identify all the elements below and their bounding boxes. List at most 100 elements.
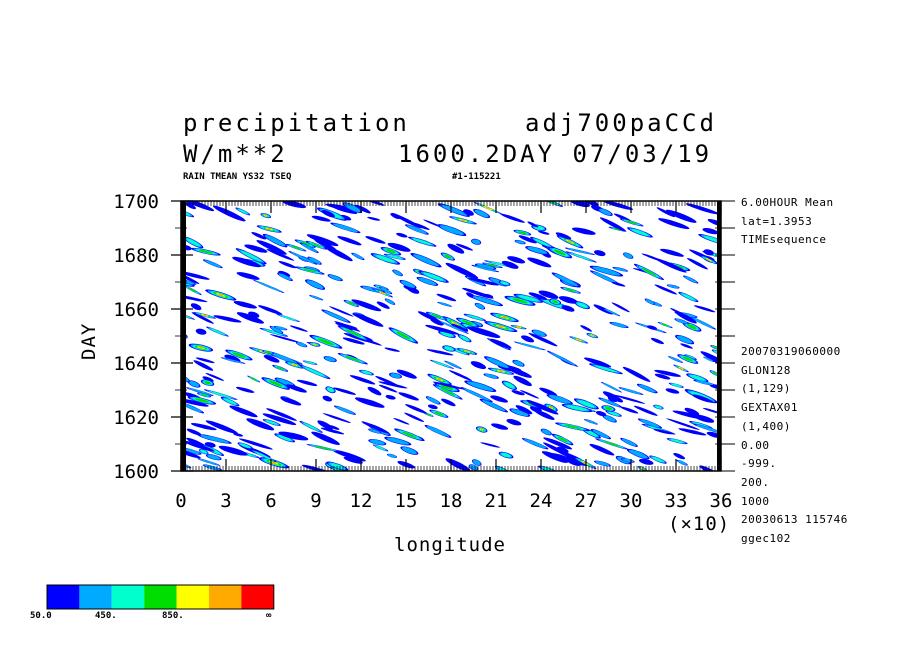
precip-streak bbox=[464, 380, 497, 392]
precip-contour bbox=[313, 343, 316, 346]
precip-streak bbox=[685, 203, 720, 215]
precip-contour bbox=[658, 218, 690, 230]
precip-streak bbox=[569, 336, 589, 344]
colorbar-label: 50.0 bbox=[30, 611, 52, 621]
precip-contour bbox=[353, 313, 384, 327]
precip-streak bbox=[426, 349, 454, 356]
precip-contour bbox=[398, 392, 419, 401]
precip-contour bbox=[308, 257, 321, 265]
precip-streak bbox=[475, 426, 488, 433]
precip-contour bbox=[595, 461, 610, 466]
precip-contour bbox=[282, 201, 307, 209]
precip-streak bbox=[479, 398, 509, 413]
precip-streak bbox=[561, 403, 593, 413]
precip-contour bbox=[653, 428, 673, 435]
precip-streak bbox=[513, 341, 546, 351]
precip-streak bbox=[584, 357, 612, 368]
precip-streak bbox=[445, 458, 471, 471]
precip-streak bbox=[286, 384, 307, 393]
side-info-line: 20070319060000 bbox=[741, 345, 841, 358]
precip-streak bbox=[623, 252, 634, 259]
precip-contour bbox=[517, 326, 520, 329]
precip-streak bbox=[332, 449, 366, 462]
precip-contour bbox=[427, 404, 438, 410]
precip-streak bbox=[427, 373, 452, 385]
precip-contour bbox=[195, 328, 207, 335]
precip-contour bbox=[412, 238, 432, 245]
precip-contour bbox=[209, 328, 225, 335]
precip-streak bbox=[633, 405, 658, 416]
precip-contour bbox=[181, 201, 215, 212]
precip-contour bbox=[666, 418, 700, 431]
precip-streak bbox=[472, 459, 482, 466]
side-info-line: lat=1.3953 bbox=[741, 214, 813, 228]
precip-contour bbox=[566, 405, 588, 411]
precip-streak bbox=[527, 257, 552, 268]
precip-streak bbox=[540, 428, 552, 436]
precip-streak bbox=[396, 232, 408, 238]
precip-contour bbox=[704, 357, 714, 362]
precip-streak bbox=[535, 403, 554, 414]
x-tick-label: 21 bbox=[485, 490, 508, 512]
precip-contour bbox=[556, 446, 569, 453]
precip-contour bbox=[433, 361, 450, 368]
time-label: 1600.2DAY 07/03/19 bbox=[398, 140, 713, 168]
precip-streak bbox=[638, 458, 654, 465]
precip-contour bbox=[695, 424, 721, 433]
side-info-line: ggec102 bbox=[741, 532, 791, 545]
precip-contour bbox=[675, 318, 688, 324]
precip-contour bbox=[306, 280, 324, 289]
precip-contour bbox=[678, 428, 707, 436]
x-tick-label: 36 bbox=[710, 490, 733, 512]
precip-streak bbox=[653, 404, 664, 410]
precip-contour bbox=[236, 312, 264, 324]
precip-streak bbox=[337, 236, 362, 246]
colorbar-swatch bbox=[176, 585, 209, 609]
precip-contour bbox=[528, 292, 548, 301]
precip-contour bbox=[670, 439, 685, 444]
precip-contour bbox=[677, 460, 687, 466]
precip-streak bbox=[548, 298, 562, 305]
precip-contour bbox=[613, 267, 627, 272]
precip-contour bbox=[401, 431, 417, 438]
precip-contour bbox=[580, 325, 592, 332]
precip-contour bbox=[305, 361, 315, 365]
precip-streak bbox=[538, 465, 560, 471]
precip-contour bbox=[209, 391, 232, 399]
precip-contour bbox=[199, 346, 203, 349]
x-tick-label: 27 bbox=[575, 490, 598, 512]
precip-streak bbox=[620, 406, 639, 414]
precip-contour bbox=[431, 313, 442, 319]
precip-contour bbox=[430, 318, 444, 326]
precip-streak bbox=[370, 253, 401, 265]
precip-contour bbox=[396, 232, 408, 238]
precip-streak bbox=[359, 369, 374, 376]
precip-contour bbox=[673, 452, 686, 460]
precip-streak bbox=[599, 217, 626, 232]
side-info-line: GEXTAX01 bbox=[741, 401, 798, 415]
precip-contour bbox=[351, 299, 382, 312]
precip-streak bbox=[528, 292, 548, 301]
precip-contour bbox=[441, 331, 453, 337]
precip-streak bbox=[571, 227, 596, 235]
precip-contour bbox=[687, 258, 708, 270]
precip-contour bbox=[527, 257, 552, 268]
precip-streak bbox=[437, 203, 470, 217]
precip-contour bbox=[470, 361, 487, 370]
precip-streak bbox=[611, 281, 626, 287]
precip-contour bbox=[393, 270, 403, 276]
precip-contour bbox=[347, 301, 356, 306]
precip-streak bbox=[442, 345, 456, 352]
precip-streak bbox=[184, 202, 196, 210]
precip-contour bbox=[507, 256, 526, 264]
y-tick-label: 1620 bbox=[113, 407, 159, 429]
precip-streak bbox=[429, 359, 455, 369]
precip-streak bbox=[333, 405, 357, 415]
precip-streak bbox=[309, 334, 343, 349]
precip-streak bbox=[259, 327, 289, 337]
precip-contour bbox=[189, 381, 200, 387]
precip-contour bbox=[654, 373, 671, 380]
precip-streak bbox=[543, 437, 573, 450]
precip-contour bbox=[498, 325, 504, 328]
precip-streak bbox=[468, 464, 479, 471]
